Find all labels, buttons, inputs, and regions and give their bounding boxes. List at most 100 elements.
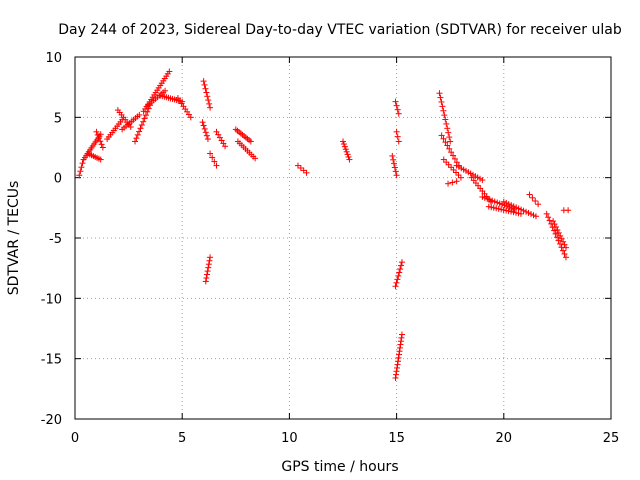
data-point-marker	[436, 90, 443, 97]
data-point-marker	[303, 169, 310, 176]
y-tick-label: -15	[41, 353, 62, 368]
data-point-marker	[394, 133, 401, 140]
data-point-marker	[550, 218, 557, 225]
y-axis-title: SDTVAR / TECUs	[6, 181, 22, 296]
data-point-marker	[205, 264, 212, 271]
data-point-marker	[442, 139, 449, 146]
data-point-marker	[394, 106, 401, 113]
data-point-marker	[446, 134, 453, 141]
data-point-marker	[562, 254, 569, 261]
data-point-marker	[393, 279, 400, 286]
data-point-marker	[204, 93, 211, 100]
data-point-marker	[555, 229, 562, 236]
data-point-marker	[205, 97, 212, 104]
data-point-marker	[551, 227, 558, 234]
data-point-marker	[342, 146, 349, 153]
data-point-marker	[560, 247, 567, 254]
data-point-marker	[201, 81, 208, 88]
data-point-marker	[97, 138, 104, 145]
data-point-marker	[479, 177, 486, 184]
grid	[75, 57, 611, 419]
data-point-marker	[393, 128, 400, 135]
data-point-marker	[392, 168, 399, 175]
data-point-marker	[391, 164, 398, 171]
y-tick-label: 0	[54, 172, 62, 187]
data-point-marker	[204, 271, 211, 278]
data-point-marker	[396, 269, 403, 276]
data-point-marker	[200, 78, 207, 85]
data-point-marker	[137, 125, 144, 132]
data-point-marker	[398, 331, 405, 338]
x-tick-label: 20	[496, 431, 513, 446]
data-point-marker	[398, 259, 405, 266]
data-point-marker	[437, 94, 444, 101]
data-point-marker	[453, 178, 460, 185]
data-point-marker	[340, 138, 346, 145]
data-point-marker	[561, 241, 568, 248]
data-point-marker	[444, 125, 451, 132]
data-point-marker	[341, 143, 348, 150]
data-point-marker	[440, 135, 447, 142]
data-point-marker	[222, 143, 229, 150]
data-point-marker	[206, 257, 213, 264]
tick-labels: 0 5 10 15 20 25 10 5 0 -5 -10 -15 -20	[41, 51, 620, 446]
data-point-marker	[213, 162, 220, 169]
chart-title: Day 244 of 2023, Sidereal Day-to-day VTE…	[58, 22, 622, 38]
data-point-marker	[449, 179, 456, 186]
x-tick-label: 15	[388, 431, 405, 446]
data-point-marker	[393, 172, 400, 179]
data-point-marker	[98, 141, 105, 148]
x-tick-label: 0	[71, 431, 79, 446]
x-tick-label: 5	[178, 431, 186, 446]
data-point-marker	[557, 240, 564, 247]
data-point-marker	[136, 111, 143, 118]
data-point-marker	[203, 132, 210, 139]
data-points	[76, 68, 572, 381]
y-tick-label: 5	[54, 111, 62, 126]
data-point-marker	[389, 152, 396, 159]
data-point-marker	[560, 238, 567, 245]
data-point-marker	[199, 119, 206, 126]
data-point-marker	[446, 145, 453, 152]
y-tick-label: -20	[41, 413, 62, 428]
data-point-marker	[398, 262, 405, 269]
data-point-marker	[451, 155, 458, 162]
data-point-marker	[444, 142, 451, 149]
data-point-marker	[247, 138, 254, 145]
data-point-marker	[201, 125, 208, 132]
data-point-marker	[552, 224, 559, 231]
data-point-marker	[340, 141, 347, 148]
x-axis-title: GPS time / hours	[281, 459, 398, 475]
data-point-marker	[565, 207, 572, 214]
plot-frame	[74, 56, 612, 420]
data-point-marker	[394, 276, 401, 283]
data-point-marker	[141, 115, 148, 122]
data-point-marker	[76, 172, 83, 179]
data-point-marker	[211, 158, 218, 165]
data-point-marker	[397, 266, 404, 273]
data-point-marker	[526, 191, 533, 198]
data-point-marker	[445, 129, 452, 136]
data-point-marker	[132, 138, 139, 145]
data-point-marker	[96, 135, 103, 142]
data-point-marker	[532, 197, 539, 204]
data-point-marker	[97, 156, 104, 163]
data-point-marker	[93, 128, 100, 135]
data-point-marker	[554, 226, 561, 233]
data-point-marker	[392, 283, 399, 290]
data-point-marker	[140, 118, 147, 125]
data-point-marker	[395, 272, 402, 279]
data-point-marker	[543, 210, 550, 217]
data-point-marker	[445, 180, 452, 187]
data-point-marker	[438, 132, 445, 139]
data-point-marker	[558, 235, 565, 242]
data-point-marker	[142, 112, 149, 119]
data-point-marker	[551, 221, 558, 228]
data-point-marker	[529, 194, 536, 201]
data-point-marker	[99, 144, 106, 151]
data-point-marker	[390, 156, 397, 163]
data-point-marker	[204, 268, 211, 275]
data-point-marker	[450, 152, 457, 159]
data-point-marker	[344, 151, 351, 158]
